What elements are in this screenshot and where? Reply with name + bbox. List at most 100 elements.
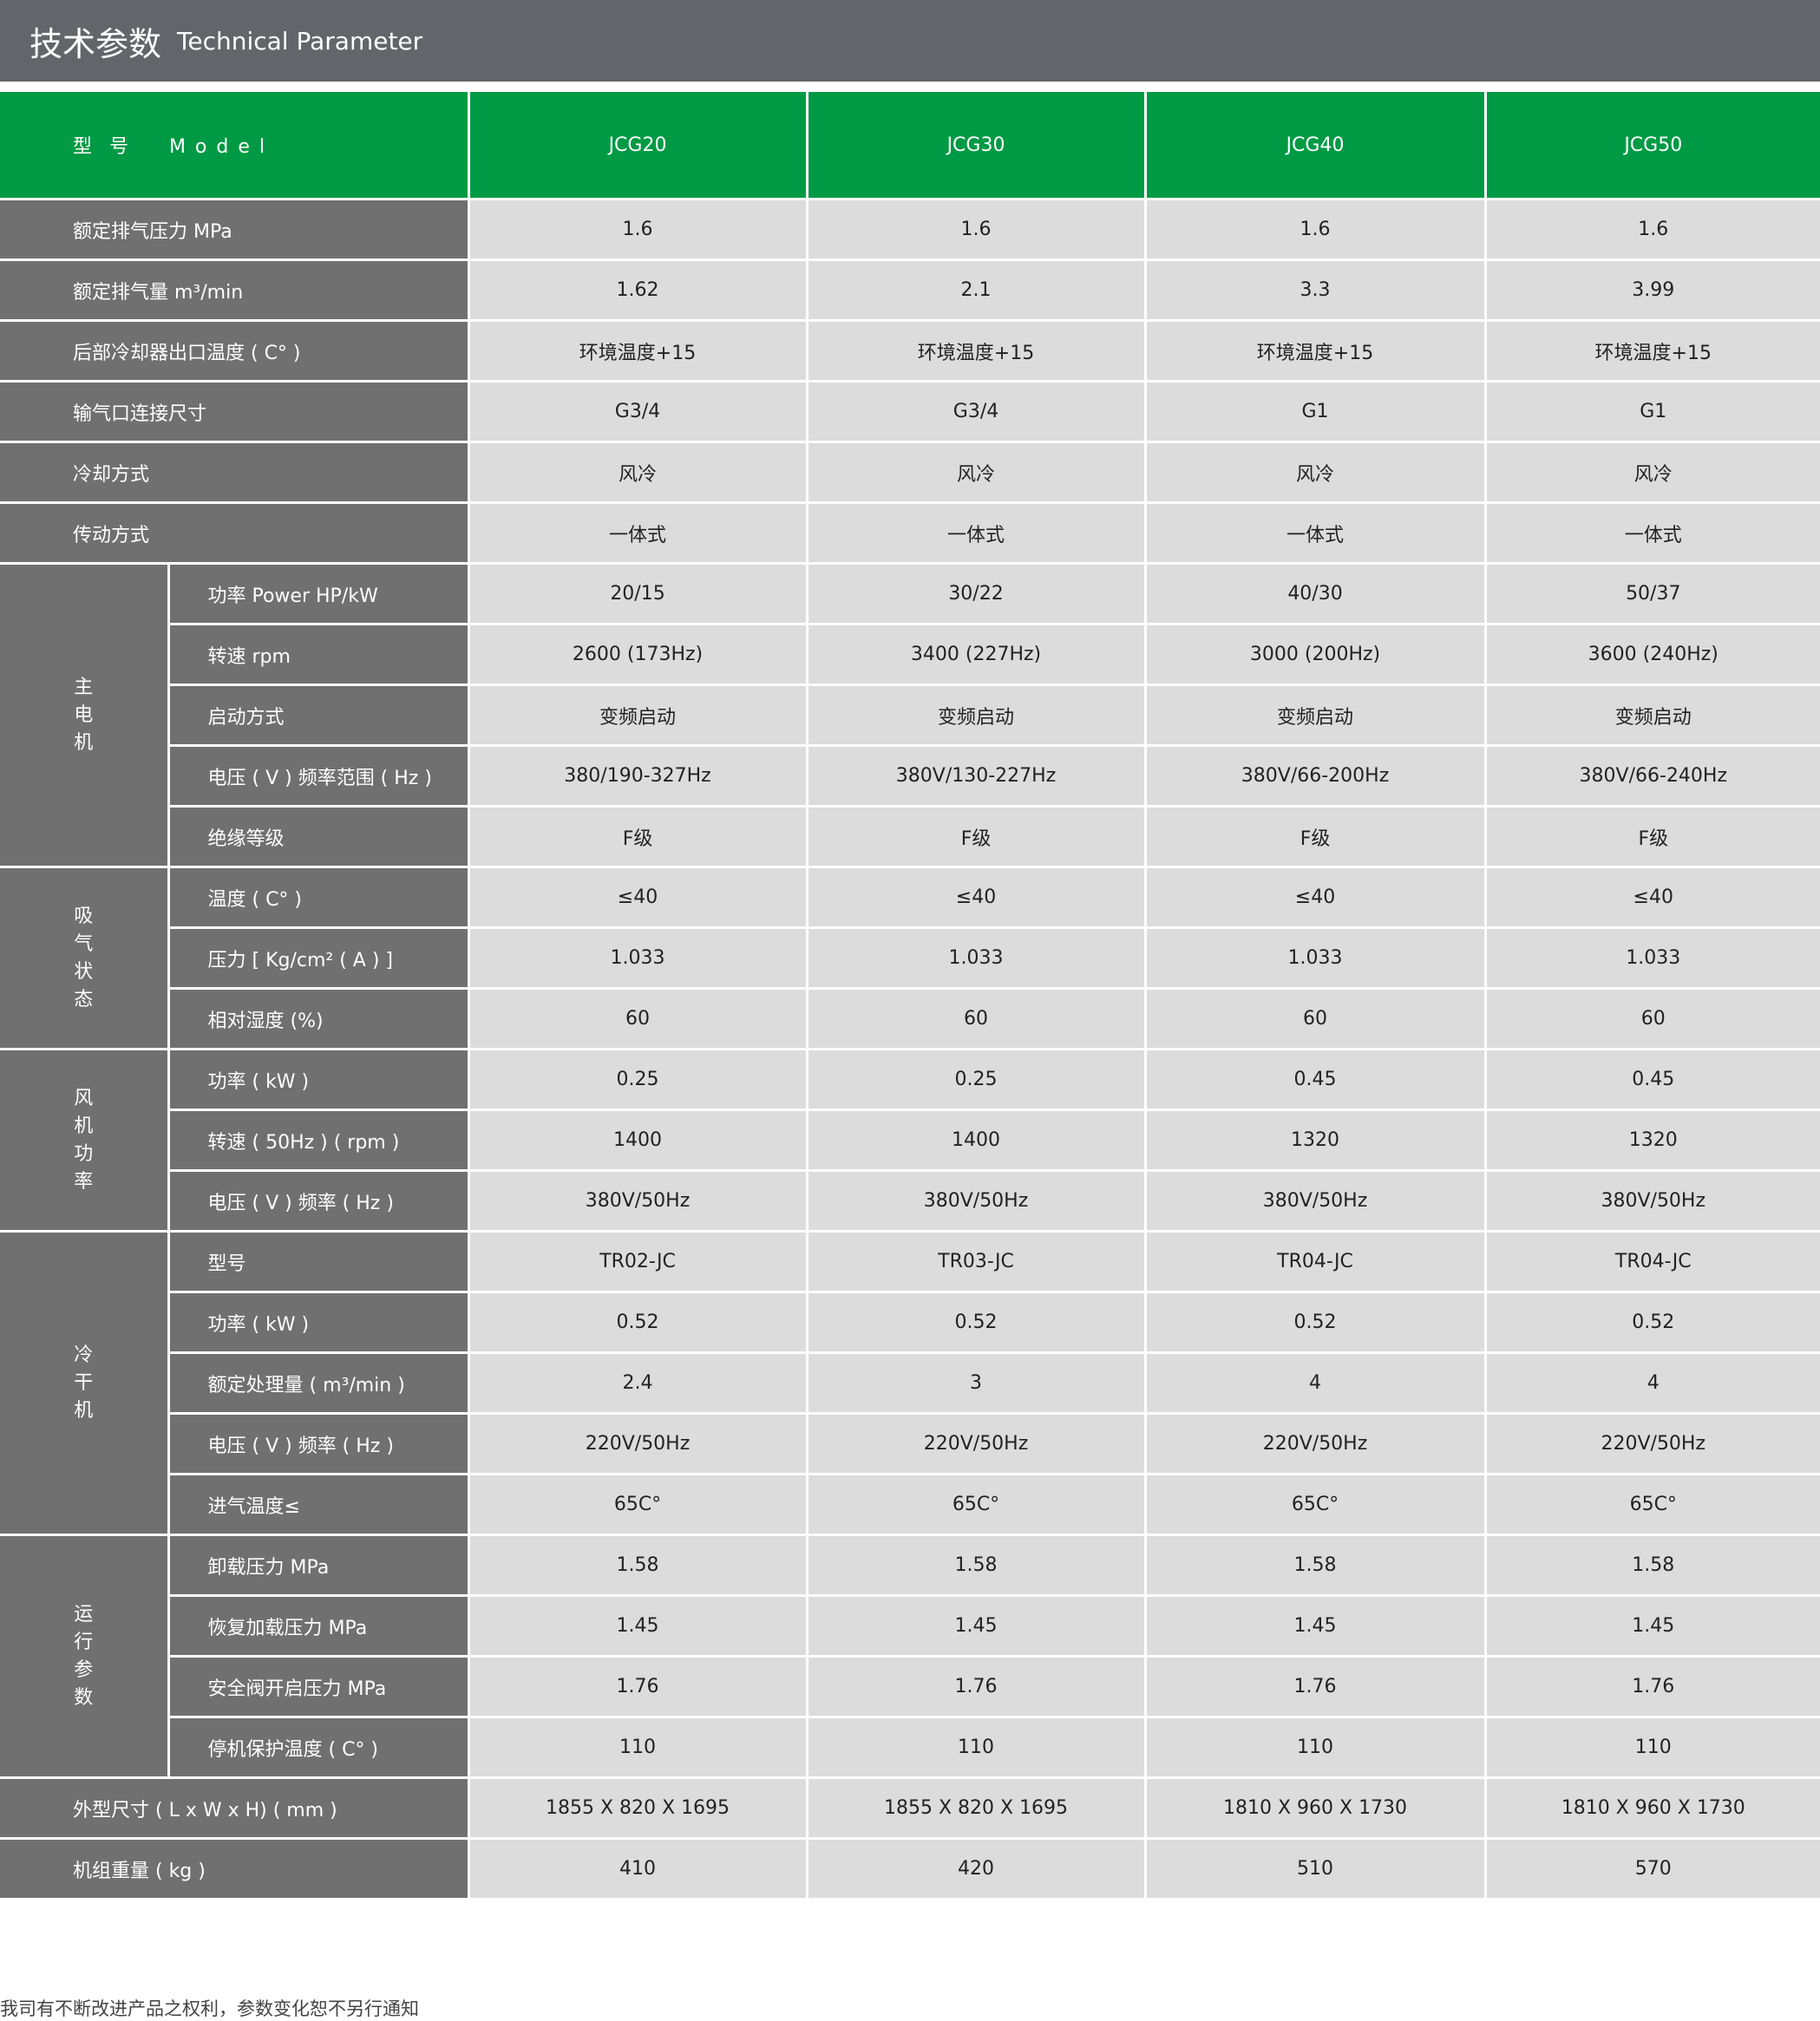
row-label: 压力 [ Kg/cm² ( A ) ] xyxy=(168,926,470,990)
value-cell: 风冷 xyxy=(1143,441,1487,504)
value-cell: 0.45 xyxy=(1143,1048,1487,1111)
value-cell: 1.033 xyxy=(805,926,1147,990)
value-cell: 110 xyxy=(467,1716,809,1779)
row-label: 额定处理量 ( m³/min ) xyxy=(168,1351,470,1415)
value-cell: 60 xyxy=(1483,987,1820,1050)
value-cell: 30/22 xyxy=(805,562,1147,625)
table-row: 吸气状态 温度 ( C° ) ≤40 ≤40 ≤40 ≤40 xyxy=(0,866,1820,1050)
row-label: 额定排气压力 MPa xyxy=(0,198,470,261)
header-row: 型 号 M o d e l JCG20 JCG30 JCG40 JCG50 xyxy=(0,89,1820,200)
value-cell: 60 xyxy=(1143,987,1487,1050)
value-cell: 1320 xyxy=(1143,1109,1487,1172)
value-cell: 3600 (240Hz) xyxy=(1483,623,1820,686)
group-label-text: 主电机 xyxy=(74,676,94,754)
value-cell: 风冷 xyxy=(467,441,809,504)
value-cell: 1.6 xyxy=(467,198,809,261)
value-cell: 风冷 xyxy=(1483,441,1820,504)
value-cell: 3400 (227Hz) xyxy=(805,623,1147,686)
value-cell: 380V/50Hz xyxy=(1483,1169,1820,1233)
value-cell: 0.25 xyxy=(467,1048,809,1111)
value-cell: 60 xyxy=(805,987,1147,1050)
table-row: 停机保护温度 ( C° ) 110 110 110 110 xyxy=(0,1716,1820,1779)
table-row: 进气温度≤ 65C° 65C° 65C° 65C° xyxy=(0,1473,1820,1536)
table-row: 功率 ( kW ) 0.52 0.52 0.52 0.52 xyxy=(0,1291,1820,1354)
value-cell: G1 xyxy=(1143,380,1487,443)
spec-table: 型 号 M o d e l JCG20 JCG30 JCG40 JCG50 额定排气压力 … xyxy=(0,89,1820,1900)
row-label: 传动方式 xyxy=(0,501,470,565)
value-cell: 3 xyxy=(805,1351,1147,1415)
value-cell: 50/37 xyxy=(1483,562,1820,625)
row-label: 电压 ( V ) 频率 ( Hz ) xyxy=(168,1412,470,1475)
value-cell: 1.76 xyxy=(1143,1655,1487,1718)
value-cell: 1.033 xyxy=(1143,926,1487,990)
group-label-text: 吸气状态 xyxy=(74,905,94,1010)
row-label: 后部冷却器出口温度 ( C° ) xyxy=(0,319,470,383)
value-cell: 一体式 xyxy=(1483,501,1820,565)
value-cell: 1.58 xyxy=(1143,1534,1487,1597)
value-cell: 环境温度+15 xyxy=(1483,319,1820,383)
value-cell: 220V/50Hz xyxy=(467,1412,809,1475)
value-cell: 1.45 xyxy=(467,1594,809,1658)
row-label: 冷却方式 xyxy=(0,441,470,504)
row-label: 功率 Power HP/kW xyxy=(167,562,470,625)
value-cell: 1.033 xyxy=(467,926,809,990)
table-row: 电压 ( V ) 频率 ( Hz ) 380V/50Hz 380V/50Hz 380V… xyxy=(0,1169,1820,1233)
value-cell: 0.52 xyxy=(805,1291,1147,1354)
table-row: 主电机 功率 Power HP/kW 20/15 30/22 40/30 50/37 xyxy=(0,562,1820,868)
table-row: 外型尺寸 ( L x W x H) ( mm ) 1855 X 820 X 169… xyxy=(0,1776,1820,1840)
footnote: 我司有不断改进产品之权利，参数变化恕不另行通知 xyxy=(0,1998,419,2019)
group-label-text: 运行参数 xyxy=(74,1603,94,1709)
value-cell: 变频启动 xyxy=(1483,683,1820,747)
model-name: JCG20 xyxy=(467,89,809,200)
row-label: 温度 ( C° ) xyxy=(167,866,470,929)
value-cell: 380/190-327Hz xyxy=(467,744,809,808)
value-cell: 1400 xyxy=(467,1109,809,1172)
value-cell: 1.58 xyxy=(467,1534,809,1597)
value-cell: 环境温度+15 xyxy=(1143,319,1487,383)
row-label: 型号 xyxy=(167,1230,470,1293)
table-row: 安全阀开启压力 MPa 1.76 1.76 1.76 1.76 xyxy=(0,1655,1820,1718)
value-cell: 3.3 xyxy=(1143,258,1487,322)
table-row: 传动方式 一体式 一体式 一体式 一体式 xyxy=(0,501,1820,565)
value-cell: F级 xyxy=(1143,805,1487,868)
group-label: 吸气状态 xyxy=(0,866,170,1050)
title-bar: 技术参数 Technical Parameter xyxy=(0,0,1820,82)
value-cell: F级 xyxy=(805,805,1147,868)
value-cell: F级 xyxy=(1483,805,1820,868)
value-cell: 65C° xyxy=(467,1473,809,1536)
title-en: Technical Parameter xyxy=(177,26,423,56)
value-cell: 1320 xyxy=(1483,1109,1820,1172)
table-row: 相对湿度 (%) 60 60 60 60 xyxy=(0,987,1820,1050)
value-cell: 110 xyxy=(805,1716,1147,1779)
table-row: 额定排气量 m³/min 1.62 2.1 3.3 3.99 xyxy=(0,258,1820,322)
group-label: 冷干机 xyxy=(0,1230,170,1536)
table-row: 输气口连接尺寸 G3/4 G3/4 G1 G1 xyxy=(0,380,1820,443)
value-cell: 1.76 xyxy=(1483,1655,1820,1718)
value-cell: 2600 (173Hz) xyxy=(467,623,809,686)
value-cell: G3/4 xyxy=(805,380,1147,443)
value-cell: 1.45 xyxy=(1483,1594,1820,1658)
value-cell: 380V/50Hz xyxy=(1143,1169,1487,1233)
value-cell: 510 xyxy=(1143,1837,1487,1900)
value-cell: G3/4 xyxy=(467,380,809,443)
value-cell: 380V/66-200Hz xyxy=(1143,744,1487,808)
value-cell: 380V/50Hz xyxy=(805,1169,1147,1233)
row-label: 安全阀开启压力 MPa xyxy=(168,1655,470,1718)
row-label: 恢复加载压力 MPa xyxy=(168,1594,470,1658)
value-cell: 一体式 xyxy=(805,501,1147,565)
row-label: 功率 ( kW ) xyxy=(167,1048,470,1111)
table-row: 启动方式 变频启动 变频启动 变频启动 变频启动 xyxy=(0,683,1820,747)
title-cn: 技术参数 xyxy=(29,24,162,63)
value-cell: 220V/50Hz xyxy=(1483,1412,1820,1475)
value-cell: ≤40 xyxy=(467,866,809,929)
value-cell: 1400 xyxy=(805,1109,1147,1172)
table-row: 机组重量 ( kg ) 410 420 510 570 xyxy=(0,1837,1820,1900)
value-cell: 110 xyxy=(1143,1716,1487,1779)
table-row: 电压 ( V ) 频率范围 ( Hz ) 380/190-327Hz 380V/13… xyxy=(0,744,1820,808)
value-cell: 1855 X 820 X 1695 xyxy=(805,1776,1147,1840)
row-label: 转速 ( 50Hz ) ( rpm ) xyxy=(168,1109,470,1172)
value-cell: 220V/50Hz xyxy=(805,1412,1147,1475)
group-label: 运行参数 xyxy=(0,1534,170,1779)
row-label: 启动方式 xyxy=(168,683,470,747)
value-cell: 380V/50Hz xyxy=(467,1169,809,1233)
